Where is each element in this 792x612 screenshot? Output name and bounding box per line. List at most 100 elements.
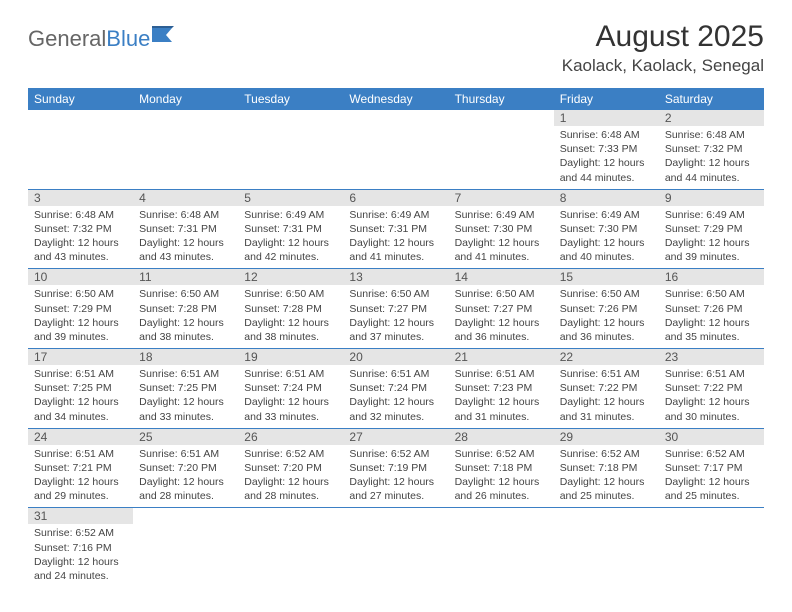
calendar-cell: 25Sunrise: 6:51 AMSunset: 7:20 PMDayligh…	[133, 428, 238, 508]
title-block: August 2025 Kaolack, Kaolack, Senegal	[562, 20, 764, 76]
day-content: Sunrise: 6:48 AMSunset: 7:31 PMDaylight:…	[133, 206, 238, 269]
day-number: 6	[343, 190, 448, 206]
weekday-header: Monday	[133, 88, 238, 110]
calendar-cell: 4Sunrise: 6:48 AMSunset: 7:31 PMDaylight…	[133, 189, 238, 269]
calendar-cell: 17Sunrise: 6:51 AMSunset: 7:25 PMDayligh…	[28, 349, 133, 429]
day-content: Sunrise: 6:50 AMSunset: 7:28 PMDaylight:…	[133, 285, 238, 348]
day-number: 20	[343, 349, 448, 365]
day-number: 4	[133, 190, 238, 206]
day-number: 16	[659, 269, 764, 285]
logo-text-blue: Blue	[106, 26, 150, 52]
day-content: Sunrise: 6:51 AMSunset: 7:23 PMDaylight:…	[449, 365, 554, 428]
calendar-cell	[343, 508, 448, 587]
weekday-header: Friday	[554, 88, 659, 110]
calendar-cell: 5Sunrise: 6:49 AMSunset: 7:31 PMDaylight…	[238, 189, 343, 269]
day-number: 31	[28, 508, 133, 524]
calendar-cell: 12Sunrise: 6:50 AMSunset: 7:28 PMDayligh…	[238, 269, 343, 349]
day-content: Sunrise: 6:51 AMSunset: 7:25 PMDaylight:…	[28, 365, 133, 428]
calendar-cell: 8Sunrise: 6:49 AMSunset: 7:30 PMDaylight…	[554, 189, 659, 269]
calendar-cell: 28Sunrise: 6:52 AMSunset: 7:18 PMDayligh…	[449, 428, 554, 508]
day-number: 10	[28, 269, 133, 285]
calendar-cell: 30Sunrise: 6:52 AMSunset: 7:17 PMDayligh…	[659, 428, 764, 508]
day-content: Sunrise: 6:48 AMSunset: 7:32 PMDaylight:…	[659, 126, 764, 189]
day-number: 3	[28, 190, 133, 206]
day-content: Sunrise: 6:50 AMSunset: 7:28 PMDaylight:…	[238, 285, 343, 348]
calendar-cell: 3Sunrise: 6:48 AMSunset: 7:32 PMDaylight…	[28, 189, 133, 269]
logo-text-general: General	[28, 26, 106, 52]
day-number: 9	[659, 190, 764, 206]
calendar-cell: 18Sunrise: 6:51 AMSunset: 7:25 PMDayligh…	[133, 349, 238, 429]
calendar-cell: 24Sunrise: 6:51 AMSunset: 7:21 PMDayligh…	[28, 428, 133, 508]
day-content: Sunrise: 6:52 AMSunset: 7:16 PMDaylight:…	[28, 524, 133, 587]
calendar-cell: 23Sunrise: 6:51 AMSunset: 7:22 PMDayligh…	[659, 349, 764, 429]
calendar-cell: 13Sunrise: 6:50 AMSunset: 7:27 PMDayligh…	[343, 269, 448, 349]
day-number: 19	[238, 349, 343, 365]
calendar-cell	[343, 110, 448, 189]
calendar-cell: 29Sunrise: 6:52 AMSunset: 7:18 PMDayligh…	[554, 428, 659, 508]
calendar-cell: 11Sunrise: 6:50 AMSunset: 7:28 PMDayligh…	[133, 269, 238, 349]
calendar-cell	[554, 508, 659, 587]
calendar-cell: 22Sunrise: 6:51 AMSunset: 7:22 PMDayligh…	[554, 349, 659, 429]
day-number: 23	[659, 349, 764, 365]
day-number: 1	[554, 110, 659, 126]
day-number: 2	[659, 110, 764, 126]
day-content: Sunrise: 6:50 AMSunset: 7:29 PMDaylight:…	[28, 285, 133, 348]
header: GeneralBlue August 2025 Kaolack, Kaolack…	[28, 20, 764, 76]
logo: GeneralBlue	[28, 26, 178, 52]
day-content: Sunrise: 6:52 AMSunset: 7:19 PMDaylight:…	[343, 445, 448, 508]
day-content: Sunrise: 6:51 AMSunset: 7:25 PMDaylight:…	[133, 365, 238, 428]
day-number: 11	[133, 269, 238, 285]
month-title: August 2025	[562, 20, 764, 54]
day-number: 7	[449, 190, 554, 206]
weekday-header: Tuesday	[238, 88, 343, 110]
day-number: 21	[449, 349, 554, 365]
calendar-cell: 27Sunrise: 6:52 AMSunset: 7:19 PMDayligh…	[343, 428, 448, 508]
day-content: Sunrise: 6:49 AMSunset: 7:31 PMDaylight:…	[238, 206, 343, 269]
day-content: Sunrise: 6:51 AMSunset: 7:24 PMDaylight:…	[343, 365, 448, 428]
calendar-cell: 16Sunrise: 6:50 AMSunset: 7:26 PMDayligh…	[659, 269, 764, 349]
day-content: Sunrise: 6:48 AMSunset: 7:32 PMDaylight:…	[28, 206, 133, 269]
day-number: 12	[238, 269, 343, 285]
calendar-cell: 21Sunrise: 6:51 AMSunset: 7:23 PMDayligh…	[449, 349, 554, 429]
day-number: 30	[659, 429, 764, 445]
day-number: 26	[238, 429, 343, 445]
calendar-cell	[133, 508, 238, 587]
day-content: Sunrise: 6:52 AMSunset: 7:18 PMDaylight:…	[449, 445, 554, 508]
calendar-cell: 19Sunrise: 6:51 AMSunset: 7:24 PMDayligh…	[238, 349, 343, 429]
day-content: Sunrise: 6:51 AMSunset: 7:20 PMDaylight:…	[133, 445, 238, 508]
day-number: 29	[554, 429, 659, 445]
calendar-cell	[449, 110, 554, 189]
day-number: 28	[449, 429, 554, 445]
calendar-cell: 15Sunrise: 6:50 AMSunset: 7:26 PMDayligh…	[554, 269, 659, 349]
day-number: 5	[238, 190, 343, 206]
calendar-cell: 6Sunrise: 6:49 AMSunset: 7:31 PMDaylight…	[343, 189, 448, 269]
day-content: Sunrise: 6:52 AMSunset: 7:17 PMDaylight:…	[659, 445, 764, 508]
day-content: Sunrise: 6:49 AMSunset: 7:31 PMDaylight:…	[343, 206, 448, 269]
day-content: Sunrise: 6:49 AMSunset: 7:30 PMDaylight:…	[554, 206, 659, 269]
day-number: 14	[449, 269, 554, 285]
weekday-header: Wednesday	[343, 88, 448, 110]
day-content: Sunrise: 6:51 AMSunset: 7:24 PMDaylight:…	[238, 365, 343, 428]
day-number: 24	[28, 429, 133, 445]
day-number: 22	[554, 349, 659, 365]
day-number: 27	[343, 429, 448, 445]
calendar-cell: 20Sunrise: 6:51 AMSunset: 7:24 PMDayligh…	[343, 349, 448, 429]
day-number: 15	[554, 269, 659, 285]
calendar-header-row: SundayMondayTuesdayWednesdayThursdayFrid…	[28, 88, 764, 110]
day-number: 8	[554, 190, 659, 206]
calendar-cell	[659, 508, 764, 587]
calendar-cell: 10Sunrise: 6:50 AMSunset: 7:29 PMDayligh…	[28, 269, 133, 349]
calendar-cell	[449, 508, 554, 587]
day-number: 13	[343, 269, 448, 285]
calendar-cell: 9Sunrise: 6:49 AMSunset: 7:29 PMDaylight…	[659, 189, 764, 269]
day-content: Sunrise: 6:50 AMSunset: 7:26 PMDaylight:…	[554, 285, 659, 348]
day-number: 18	[133, 349, 238, 365]
day-content: Sunrise: 6:49 AMSunset: 7:29 PMDaylight:…	[659, 206, 764, 269]
calendar-cell	[238, 508, 343, 587]
calendar-cell: 26Sunrise: 6:52 AMSunset: 7:20 PMDayligh…	[238, 428, 343, 508]
day-content: Sunrise: 6:51 AMSunset: 7:22 PMDaylight:…	[554, 365, 659, 428]
calendar-cell	[238, 110, 343, 189]
calendar-table: SundayMondayTuesdayWednesdayThursdayFrid…	[28, 88, 764, 587]
day-content: Sunrise: 6:51 AMSunset: 7:21 PMDaylight:…	[28, 445, 133, 508]
weekday-header: Saturday	[659, 88, 764, 110]
